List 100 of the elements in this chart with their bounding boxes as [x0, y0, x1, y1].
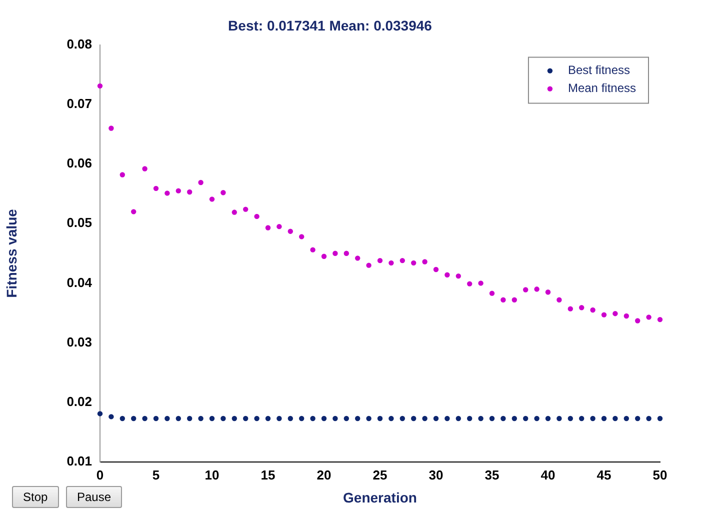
point — [601, 416, 607, 422]
point — [579, 305, 584, 310]
button[interactable]: Stop — [12, 486, 59, 508]
point — [601, 312, 607, 318]
point — [456, 416, 461, 422]
y-tick-label: 0.05 — [66, 215, 92, 230]
y-tick-label: 0.04 — [66, 274, 93, 290]
point — [422, 259, 428, 264]
x-tick-label: 45 — [596, 467, 612, 482]
point — [209, 416, 215, 422]
point — [366, 416, 372, 422]
point — [164, 416, 170, 422]
point — [568, 416, 573, 422]
point — [400, 416, 405, 422]
point — [523, 416, 528, 422]
point — [332, 250, 338, 256]
point — [411, 416, 416, 422]
point — [288, 228, 293, 234]
point — [467, 416, 472, 422]
point — [243, 416, 248, 422]
y-tick-label: 0.02 — [66, 394, 92, 409]
point — [288, 416, 293, 422]
x-tick-label: 35 — [484, 467, 500, 482]
point — [120, 172, 125, 178]
point — [512, 297, 517, 302]
x-tick-label: 20 — [316, 467, 332, 482]
point — [534, 286, 540, 292]
point — [534, 416, 540, 422]
point — [590, 416, 596, 422]
point — [512, 416, 517, 422]
point — [400, 258, 405, 264]
point — [276, 224, 282, 230]
legend-label: Best fitness — [568, 63, 630, 78]
y-axis-title: Fitness value — [3, 208, 20, 298]
point — [366, 262, 372, 268]
point — [198, 416, 204, 422]
point — [344, 416, 349, 422]
point — [523, 287, 528, 292]
point — [478, 280, 484, 286]
point — [624, 416, 629, 422]
point — [265, 416, 271, 422]
point — [243, 206, 248, 212]
point — [153, 416, 159, 422]
point — [556, 416, 562, 422]
button[interactable]: Pause — [66, 486, 122, 508]
point — [377, 416, 383, 422]
point — [232, 416, 237, 422]
point — [276, 416, 282, 422]
point — [254, 416, 260, 422]
point — [500, 416, 506, 422]
point — [579, 416, 584, 422]
point — [254, 214, 260, 220]
point — [489, 290, 495, 296]
point — [97, 411, 103, 416]
point — [310, 416, 316, 422]
legend-label: Mean fitness — [568, 81, 636, 96]
y-tick-label: 0.07 — [66, 96, 92, 111]
x-tick-label: 5 — [152, 467, 160, 482]
y-tick-label: 0.03 — [66, 334, 92, 350]
point — [377, 258, 383, 264]
point — [299, 234, 304, 240]
point — [635, 416, 640, 422]
point — [657, 416, 663, 422]
point — [568, 306, 573, 312]
point — [187, 189, 192, 195]
point — [164, 190, 170, 196]
point — [590, 307, 596, 313]
point — [153, 186, 159, 192]
point — [209, 196, 215, 202]
y-tick-label: 0.01 — [66, 454, 92, 469]
point — [635, 318, 640, 324]
point — [310, 247, 316, 252]
x-axis-title: Generation — [343, 489, 417, 506]
point — [612, 416, 618, 422]
point — [355, 416, 360, 422]
point — [187, 416, 192, 422]
point — [444, 416, 450, 422]
y-tick-label: 0.06 — [66, 156, 92, 171]
x-tick-label: 25 — [372, 467, 388, 482]
point — [142, 416, 148, 422]
x-tick-label: 30 — [428, 467, 444, 482]
point — [131, 416, 136, 422]
point — [321, 254, 327, 259]
point — [489, 416, 495, 422]
point — [265, 225, 271, 230]
point — [299, 416, 304, 422]
point — [198, 180, 204, 186]
point — [220, 190, 226, 196]
point — [556, 297, 562, 302]
point — [657, 316, 663, 322]
point — [108, 414, 114, 420]
point — [612, 310, 618, 316]
point — [232, 210, 237, 215]
point — [321, 416, 327, 422]
point — [456, 273, 461, 279]
x-tick-label: 0 — [96, 467, 104, 482]
point — [411, 260, 416, 266]
point — [120, 416, 125, 422]
point — [422, 416, 428, 422]
point — [131, 209, 136, 214]
